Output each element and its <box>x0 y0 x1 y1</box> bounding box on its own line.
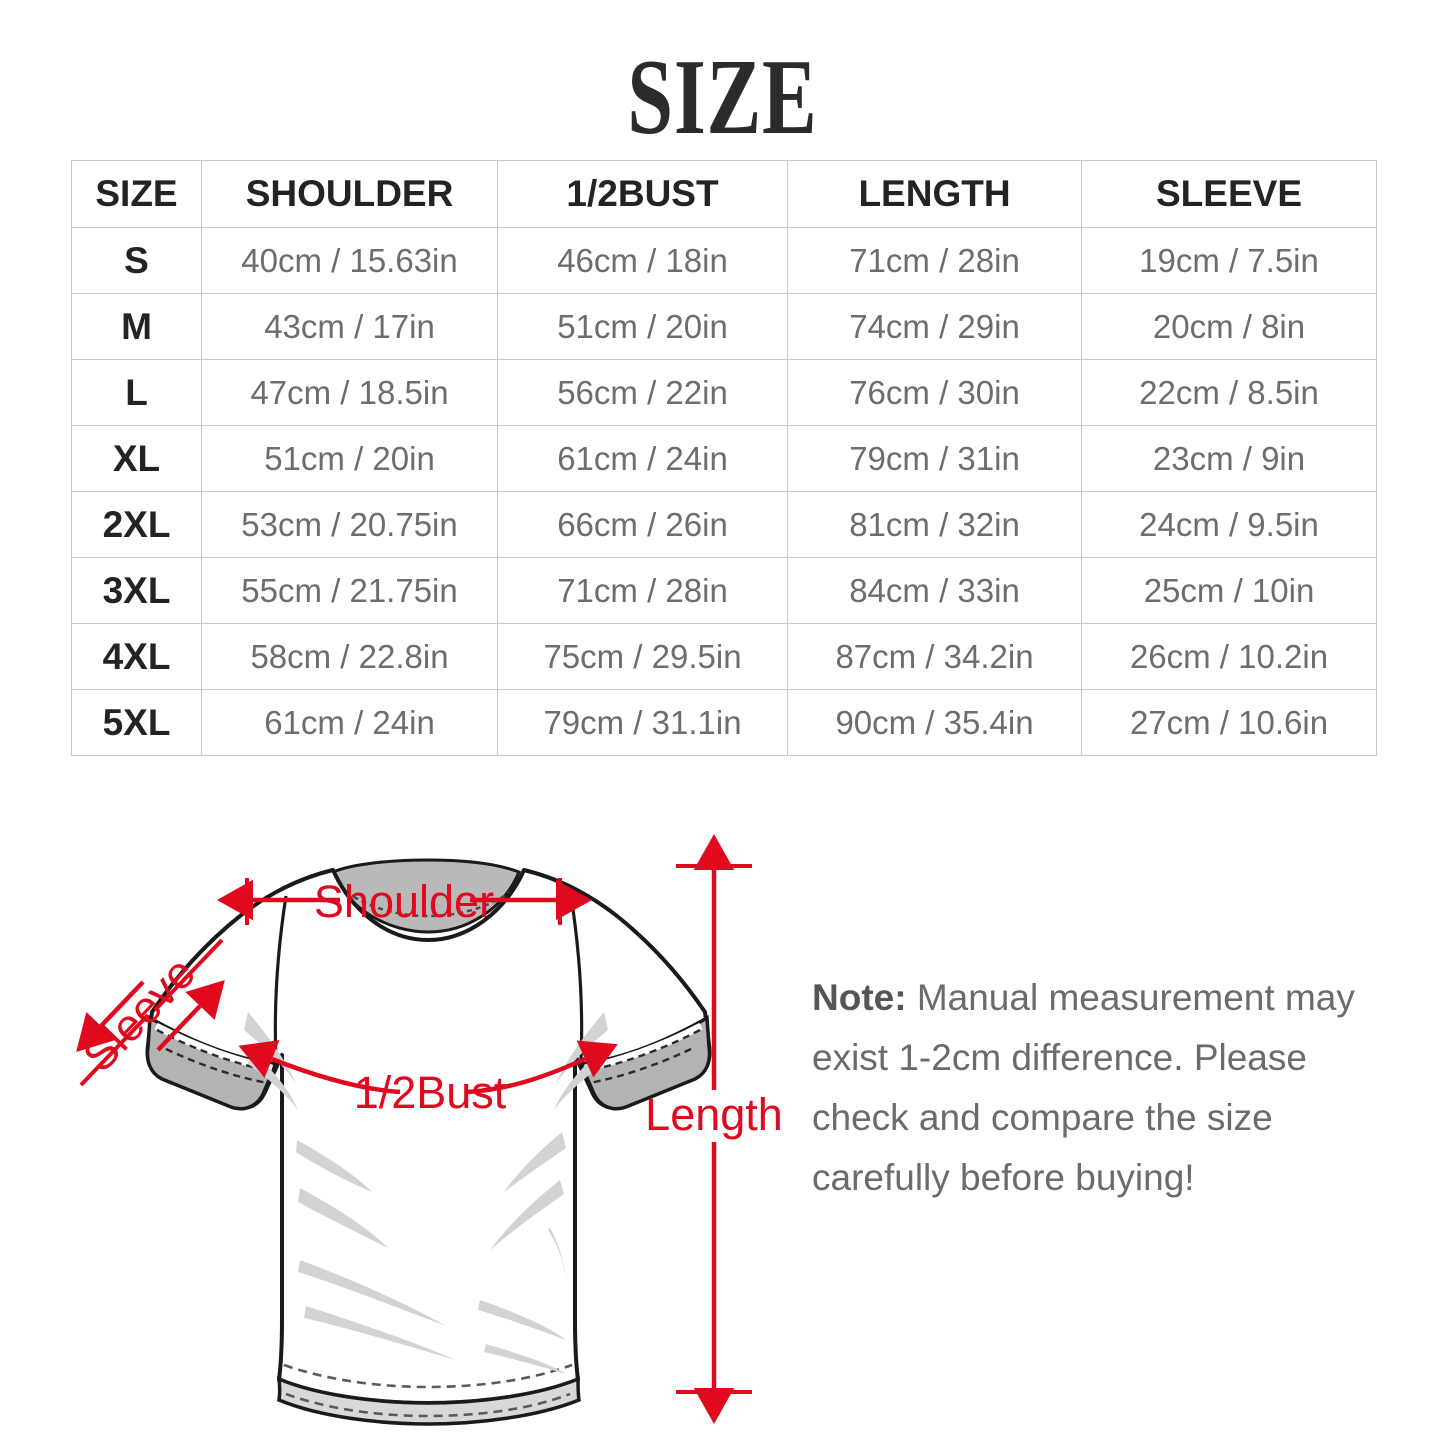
cell-sleeve: 23cm / 9in <box>1081 425 1377 492</box>
cell-size: S <box>71 227 202 294</box>
column-header-sleeve: SLEEVE <box>1081 160 1377 228</box>
sleeve-arrow-lower <box>76 980 145 1053</box>
table-row: M 43cm / 17in 51cm / 20in 74cm / 29in 20… <box>71 293 1377 360</box>
hem-stitch-upper <box>283 1363 573 1389</box>
cell-shoulder: 47cm / 18.5in <box>201 359 498 426</box>
bust-dimension: 1/2Bust <box>238 1040 618 1118</box>
cell-length: 81cm / 32in <box>787 491 1082 558</box>
cell-size: M <box>71 293 202 360</box>
table-row: S 40cm / 15.63in 46cm / 18in 71cm / 28in… <box>71 227 1377 294</box>
cell-shoulder: 51cm / 20in <box>201 425 498 492</box>
cell-bust: 51cm / 20in <box>497 293 788 360</box>
column-header-shoulder: SHOULDER <box>201 160 498 228</box>
cell-shoulder: 55cm / 21.75in <box>201 557 498 624</box>
table-row: XL 51cm / 20in 61cm / 24in 79cm / 31in 2… <box>71 425 1377 492</box>
table-header-row: SIZE SHOULDER 1/2BUST LENGTH SLEEVE <box>71 160 1377 228</box>
cell-bust: 75cm / 29.5in <box>497 623 788 690</box>
cell-sleeve: 24cm / 9.5in <box>1081 491 1377 558</box>
cell-shoulder: 61cm / 24in <box>201 689 498 756</box>
cell-sleeve: 22cm / 8.5in <box>1081 359 1377 426</box>
size-table-container: SIZE SHOULDER 1/2BUST LENGTH SLEEVE S 40… <box>71 160 1377 756</box>
sleeve-tick-upper <box>153 938 224 1012</box>
column-header-length: LENGTH <box>787 160 1082 228</box>
note-lead: Note: <box>812 977 907 1018</box>
shoulder-label: Shoulder <box>314 876 494 927</box>
table-row: L 47cm / 18.5in 56cm / 22in 76cm / 30in … <box>71 359 1377 426</box>
table-row: 4XL 58cm / 22.8in 75cm / 29.5in 87cm / 3… <box>71 623 1377 690</box>
table-row: 2XL 53cm / 20.75in 66cm / 26in 81cm / 32… <box>71 491 1377 558</box>
cell-sleeve: 26cm / 10.2in <box>1081 623 1377 690</box>
cell-size: 4XL <box>71 623 202 690</box>
cell-shoulder: 43cm / 17in <box>201 293 498 360</box>
collar-stitch <box>345 890 511 918</box>
size-table: SIZE SHOULDER 1/2BUST LENGTH SLEEVE S 40… <box>71 160 1377 756</box>
bust-label: 1/2Bust <box>354 1067 507 1118</box>
column-header-bust: 1/2BUST <box>497 160 788 228</box>
cell-length: 84cm / 33in <box>787 557 1082 624</box>
fabric-shading <box>244 1012 608 1374</box>
cell-length: 79cm / 31in <box>787 425 1082 492</box>
bottom-hem <box>276 1376 581 1426</box>
cell-size: 5XL <box>71 689 202 756</box>
cell-size: 3XL <box>71 557 202 624</box>
note-body: Manual measurement may exist 1-2cm diffe… <box>812 977 1355 1198</box>
cell-length: 90cm / 35.4in <box>787 689 1082 756</box>
tshirt-illustration <box>145 858 712 1426</box>
cell-sleeve: 27cm / 10.6in <box>1081 689 1377 756</box>
cell-sleeve: 25cm / 10in <box>1081 557 1377 624</box>
collar-inner <box>331 858 521 934</box>
cell-bust: 79cm / 31.1in <box>497 689 788 756</box>
shoulder-dimension: Shoulder <box>217 876 592 927</box>
table-row: 5XL 61cm / 24in 79cm / 31.1in 90cm / 35.… <box>71 689 1377 756</box>
cell-bust: 71cm / 28in <box>497 557 788 624</box>
table-row: 3XL 55cm / 21.75in 71cm / 28in 84cm / 33… <box>71 557 1377 624</box>
sleeve-arrow-upper <box>156 979 225 1052</box>
cell-shoulder: 40cm / 15.63in <box>201 227 498 294</box>
bust-arrow-left <box>238 1040 401 1095</box>
cell-length: 87cm / 34.2in <box>787 623 1082 690</box>
cell-size: 2XL <box>71 491 202 558</box>
tshirt-measurement-diagram: Shoulder Sleeve 1/2Bust Length <box>0 760 800 1445</box>
right-cuff-stitch-2 <box>588 1047 692 1085</box>
length-dimension: Length <box>645 834 783 1424</box>
cell-bust: 61cm / 24in <box>497 425 788 492</box>
cell-length: 71cm / 28in <box>787 227 1082 294</box>
cell-bust: 46cm / 18in <box>497 227 788 294</box>
cell-bust: 56cm / 22in <box>497 359 788 426</box>
cell-sleeve: 19cm / 7.5in <box>1081 227 1377 294</box>
cell-shoulder: 58cm / 22.8in <box>201 623 498 690</box>
left-cuff-stitch-2 <box>165 1047 269 1085</box>
cell-size: L <box>71 359 202 426</box>
measurement-note: Note: Manual measurement may exist 1-2cm… <box>812 968 1402 1208</box>
cell-bust: 66cm / 26in <box>497 491 788 558</box>
cell-sleeve: 20cm / 8in <box>1081 293 1377 360</box>
cell-size: XL <box>71 425 202 492</box>
cell-length: 76cm / 30in <box>787 359 1082 426</box>
hem-stitch-lower <box>285 1392 571 1418</box>
page-title: SIZE <box>627 38 818 157</box>
bust-arrow-right <box>467 1040 618 1095</box>
cell-length: 74cm / 29in <box>787 293 1082 360</box>
shirt-body-outline <box>145 868 712 1405</box>
column-header-size: SIZE <box>71 160 202 228</box>
length-label: Length <box>645 1089 783 1140</box>
cell-shoulder: 53cm / 20.75in <box>201 491 498 558</box>
